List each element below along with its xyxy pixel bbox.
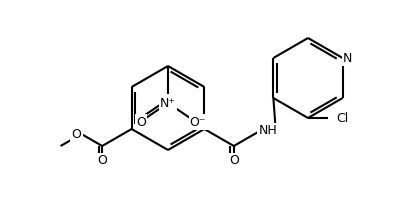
Text: O: O xyxy=(97,155,107,167)
Text: N⁺: N⁺ xyxy=(160,97,176,109)
Text: Cl: Cl xyxy=(336,111,348,124)
Text: NH: NH xyxy=(259,124,277,138)
Text: O: O xyxy=(229,155,239,167)
Text: O⁻: O⁻ xyxy=(190,116,206,128)
Text: O: O xyxy=(136,116,146,128)
Text: N: N xyxy=(343,51,352,65)
Text: O: O xyxy=(71,128,81,140)
